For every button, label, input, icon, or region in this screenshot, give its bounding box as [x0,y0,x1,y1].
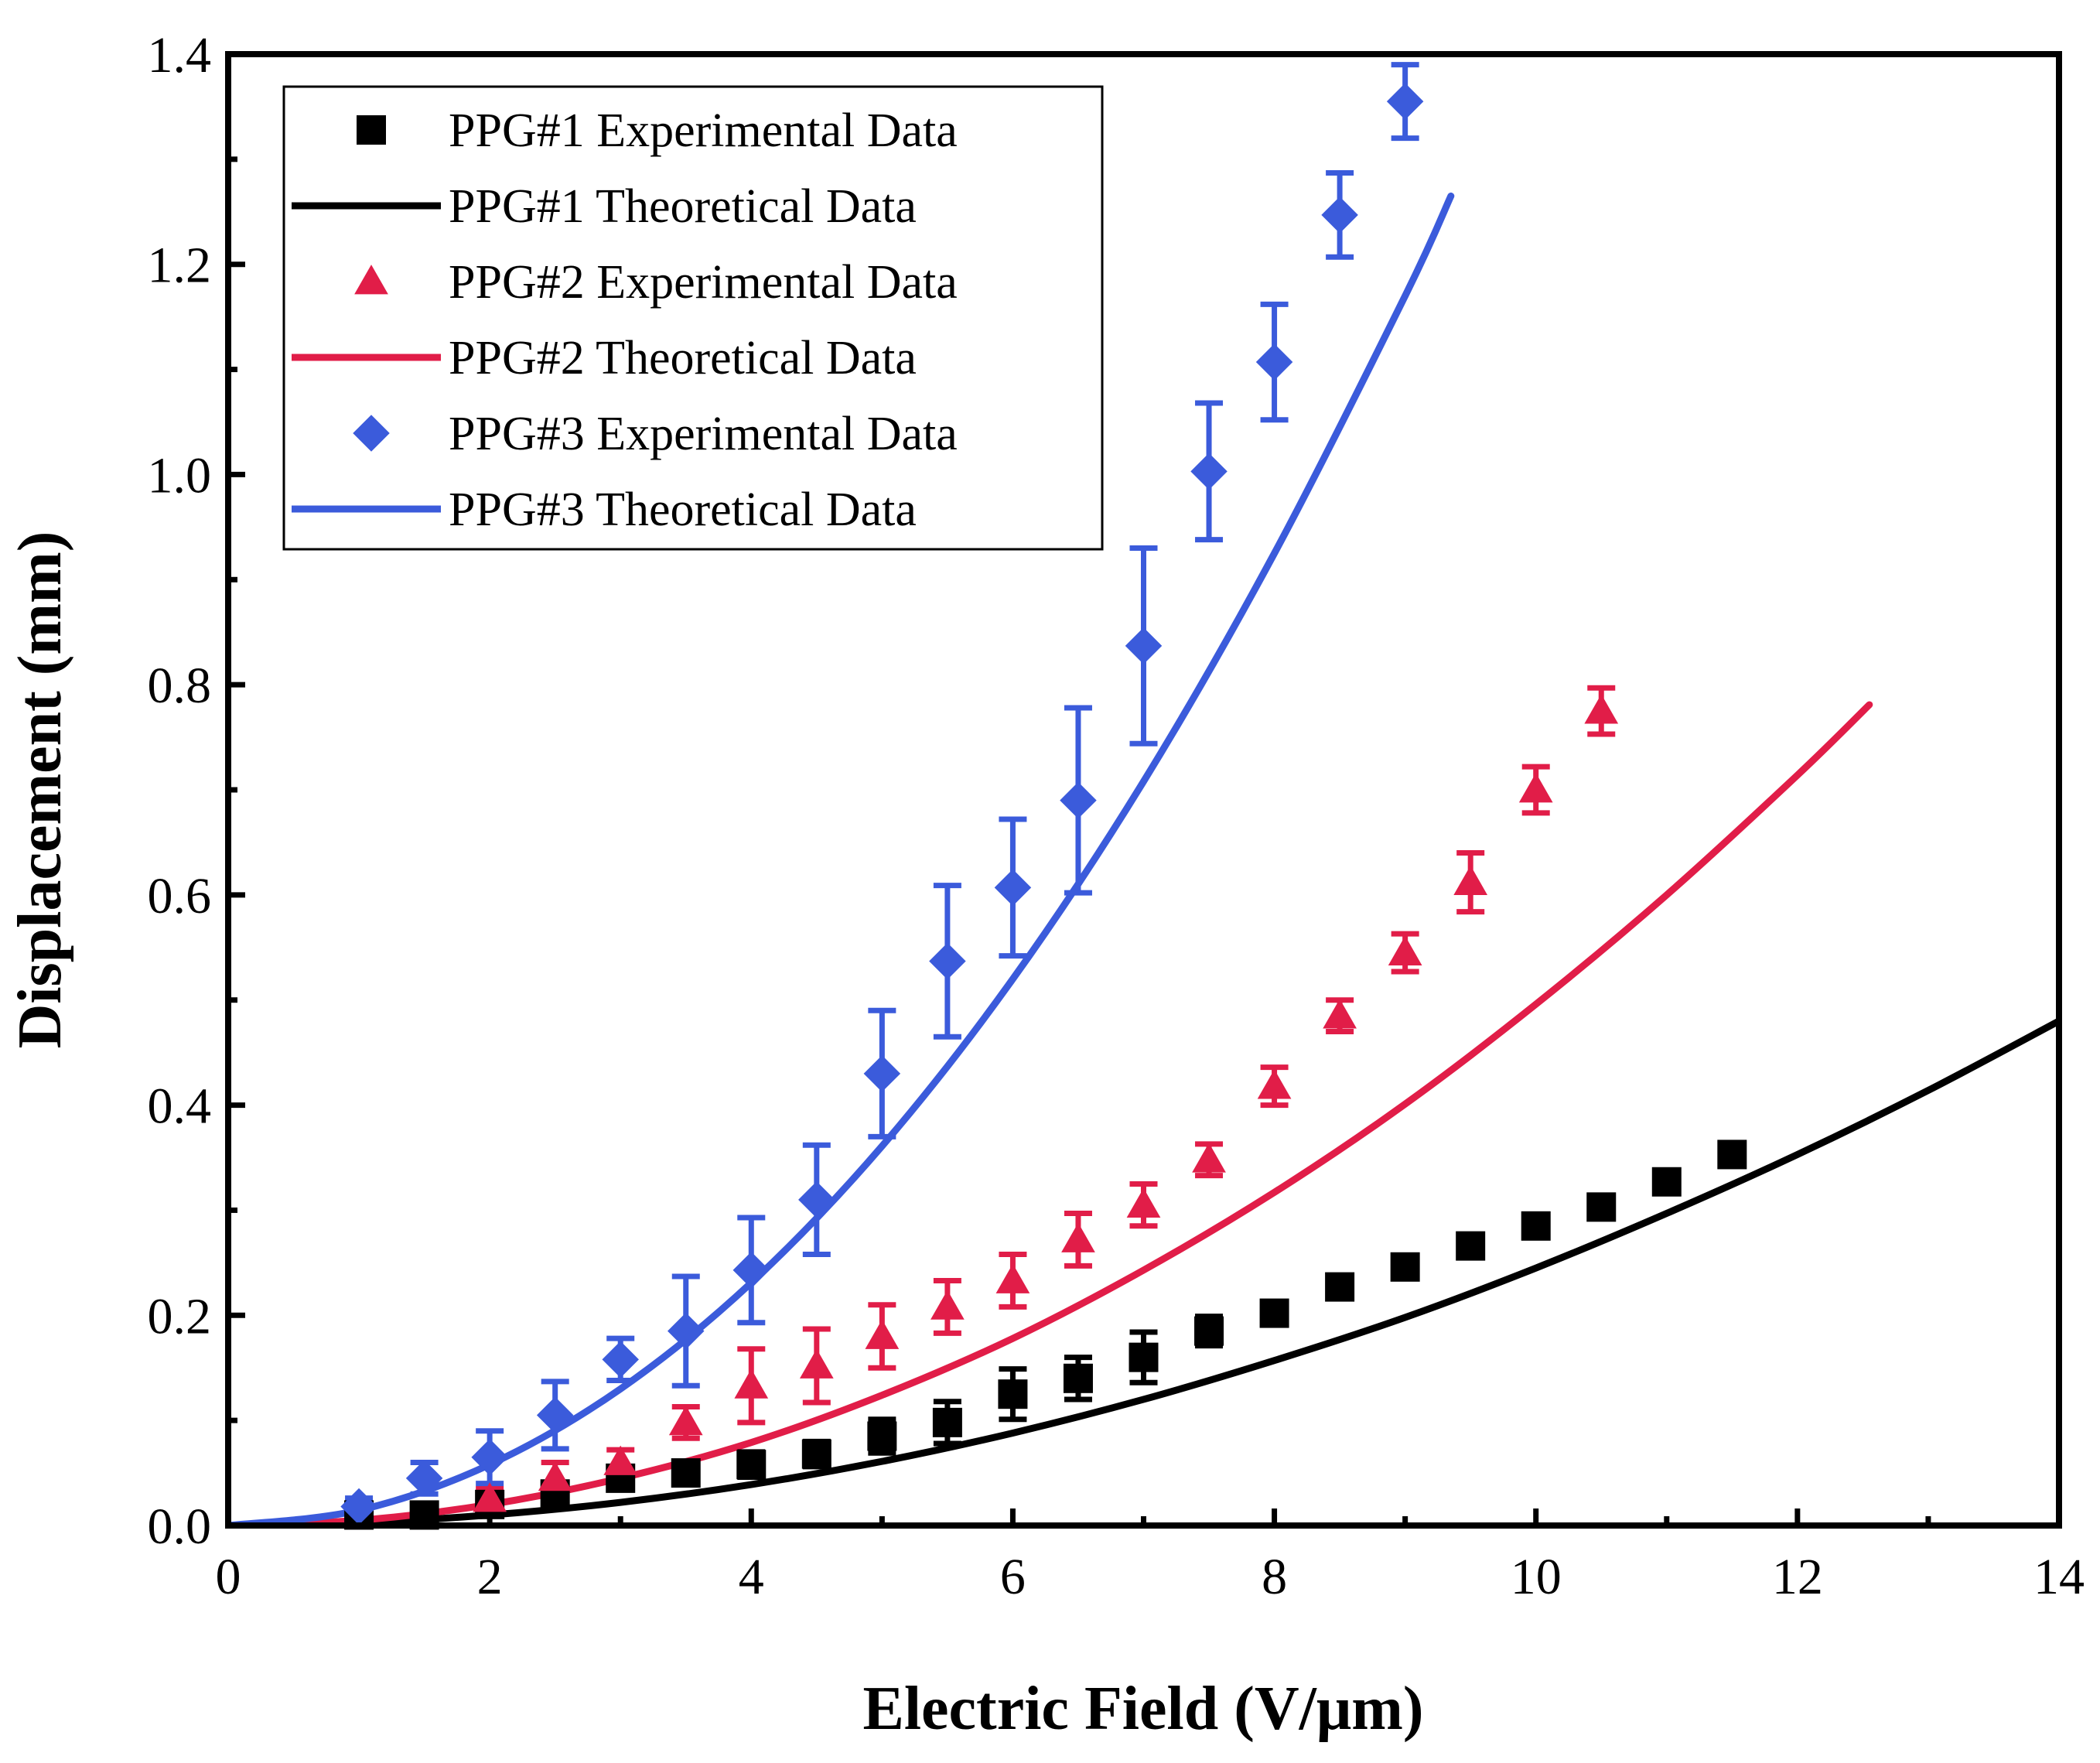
ppg-1-experimental-data-point [1063,1363,1093,1393]
y-tick-label: 0.8 [148,658,212,714]
ppg-2-experimental-data-point [603,1445,638,1475]
legend-label: PPG#2 Theoretical Data [449,332,917,384]
ppg-3-experimental-data-point [405,1460,443,1497]
ppg-1-experimental-data-point [1586,1192,1617,1222]
legend-marker-symbol [354,265,388,295]
ppg-2-experimental-data-point [1453,865,1488,895]
ppg-1-experimental-data-point [801,1439,831,1469]
ppg-2-experimental-data-point [538,1461,572,1491]
ppg-3-experimental-data-point [471,1438,508,1476]
ppg-1-experimental-data-point [998,1379,1028,1409]
ppg-1-experimental-data-point [1325,1272,1355,1302]
ppg-3-experimental-data-point [602,1341,639,1379]
x-tick-label: 8 [1262,1549,1287,1605]
ppg-3-experimental-data-point [536,1396,574,1434]
ppg-3-experimental-data-point [340,1488,377,1526]
ppg-1-experimental-data-point [867,1421,897,1451]
ppg-2-experimental-data-point [1388,935,1422,965]
y-axis-title: Displacement (mm) [6,531,74,1049]
ppg-1-experimental-data-point [1259,1298,1289,1328]
x-tick-label: 10 [1511,1549,1562,1605]
x-tick-label: 12 [1772,1549,1823,1605]
ppg-3-experimental-data-point [668,1312,705,1350]
y-tick-label: 0.2 [148,1288,212,1344]
ppg-3-experimental-data-point [1321,196,1358,234]
ppg-3-experimental-data-point [1125,627,1163,665]
x-tick-label: 0 [216,1549,241,1605]
ppg-1-experimental-data-point [1521,1211,1551,1241]
ppg-3-experimental-data-point [1190,453,1228,490]
ppg-2-experimental-data-point [1126,1187,1161,1218]
ppg-1-experimental-data-point [1194,1316,1224,1346]
ppg-1-experimental-data-point [1456,1231,1486,1261]
ppg-2-experimental-data-point [473,1482,507,1512]
ppg-1-experimental-data-point [1390,1252,1420,1282]
ppg-2-experimental-data-point [1323,999,1357,1029]
ppg-2-experimental-data-point [1584,694,1619,724]
ppg-2-experimental-data-point [865,1319,900,1349]
ppg-1-experimental-data-point [1129,1342,1159,1372]
ppg-1-experimental-data-point [671,1458,701,1488]
legend-marker-symbol [357,115,386,145]
y-tick-label: 1.0 [148,447,212,504]
legend-label: PPG#3 Experimental Data [449,408,958,460]
legend-marker-symbol [353,415,390,452]
x-tick-label: 4 [739,1549,764,1605]
y-tick-label: 1.2 [148,237,212,294]
ppg-1-experimental-data-point [736,1450,767,1480]
ppg-3-theoretical-data-line [228,192,1455,1526]
legend-label: PPG#1 Experimental Data [449,104,958,157]
ppg-2-experimental-data-point [1518,773,1553,803]
ppg-3-experimental-data-point [929,942,966,980]
y-tick-label: 0.0 [148,1498,212,1555]
ppg-1-experimental-data-point [932,1407,962,1437]
ppg-3-experimental-data-point [1060,781,1097,819]
ppg-3-experimental-data-point [798,1181,835,1218]
ppg-2-experimental-data-point [799,1348,834,1379]
ppg-2-experimental-data-point [1061,1222,1095,1252]
ppg-3-experimental-data-point [863,1055,901,1092]
y-tick-label: 0.4 [148,1078,212,1135]
x-axis-title: Electric Field (V/μm) [862,1675,1423,1743]
ppg-3-experimental-data-point [732,1252,770,1289]
ppg-3-experimental-data-point [1255,343,1293,381]
ppg-3-experimental-data-point [1386,83,1424,120]
x-tick-label: 14 [2033,1549,2085,1605]
legend-label: PPG#3 Theoretical Data [449,483,917,536]
x-tick-label: 2 [477,1549,503,1605]
x-tick-label: 6 [1000,1549,1026,1605]
plot-frame [225,51,2062,1529]
ppg-2-experimental-data-point [1257,1069,1292,1099]
ppg-2-theoretical-data-line [228,701,1873,1526]
ppg-2-experimental-data-point [734,1368,769,1399]
legend-label: PPG#2 Experimental Data [449,256,958,309]
ppg-3-experimental-data-point [994,869,1032,907]
ppg-1-experimental-data-point [1717,1139,1747,1170]
y-tick-label: 1.4 [148,27,212,84]
y-tick-label: 0.6 [148,868,212,924]
ppg-1-experimental-data-point [1651,1167,1682,1197]
ppg-2-experimental-data-point [995,1263,1030,1293]
ppg-1-theoretical-data-line [228,1017,2059,1526]
ppg-2-experimental-data-point [1192,1143,1226,1173]
ppg-2-experimental-data-point [668,1406,703,1436]
ppg-2-experimental-data-point [930,1290,965,1320]
legend-box [282,85,1104,551]
legend-label: PPG#1 Theoretical Data [449,180,917,233]
